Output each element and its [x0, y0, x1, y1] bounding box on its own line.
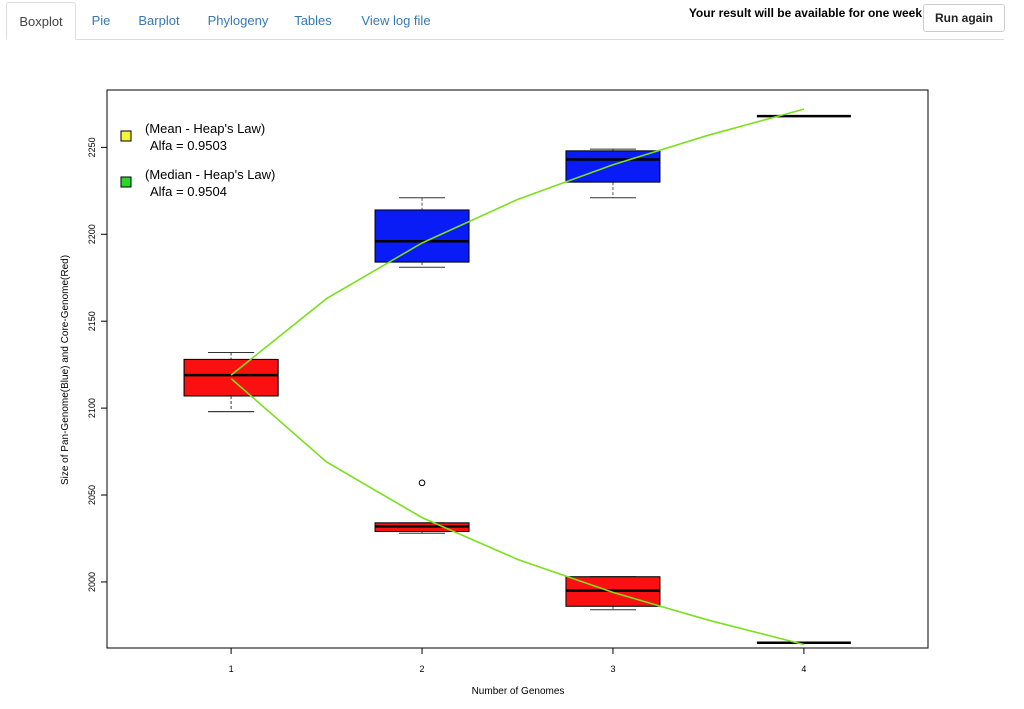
availability-notice: Your result will be available for one we…: [688, 6, 922, 20]
y-tick-label: 2200: [87, 224, 97, 244]
tab-boxplot[interactable]: Boxplot: [6, 2, 76, 40]
box: [374, 209, 470, 263]
legend-swatch: [120, 176, 132, 188]
y-tick-label: 2050: [87, 485, 97, 505]
x-tick-label: 1: [229, 664, 234, 674]
tab-pie[interactable]: Pie: [91, 13, 111, 28]
tab-barplot[interactable]: Barplot: [138, 13, 180, 28]
legend-sublabel: Alfa = 0.9503: [150, 138, 227, 153]
plot-frame: [106, 89, 929, 649]
y-tick-label: 2150: [87, 311, 97, 331]
heaps-law-fit-curve: [230, 108, 805, 376]
x-axis-label: Number of Genomes: [472, 686, 565, 697]
box: [183, 358, 279, 397]
y-tick-label: 2000: [87, 572, 97, 592]
x-tick-label: 2: [420, 664, 425, 674]
legend-label: (Mean - Heap's Law): [145, 121, 265, 136]
x-tick-label: 3: [610, 664, 615, 674]
y-tick-label: 2100: [87, 398, 97, 418]
tab-tables[interactable]: Tables: [294, 13, 332, 28]
legend-label: (Median - Heap's Law): [145, 167, 275, 182]
tab-view-log-file[interactable]: View log file: [361, 13, 431, 28]
y-tick-label: 2250: [87, 137, 97, 157]
legend-sublabel: Alfa = 0.9504: [150, 184, 227, 199]
tab-phylogeny[interactable]: Phylogeny: [207, 13, 269, 28]
heaps-law-fit-curve: [230, 377, 805, 646]
run-again-button[interactable]: Run again: [923, 4, 1005, 32]
legend-swatch: [120, 130, 132, 142]
x-tick-label: 4: [801, 664, 806, 674]
outlier-point: [418, 479, 426, 487]
tab-bar: Boxplot Pie Barplot Phylogeny Tables Vie…: [6, 0, 1004, 40]
y-axis-label: Size of Pan-Genome(Blue) and Core-Genome…: [60, 255, 71, 485]
